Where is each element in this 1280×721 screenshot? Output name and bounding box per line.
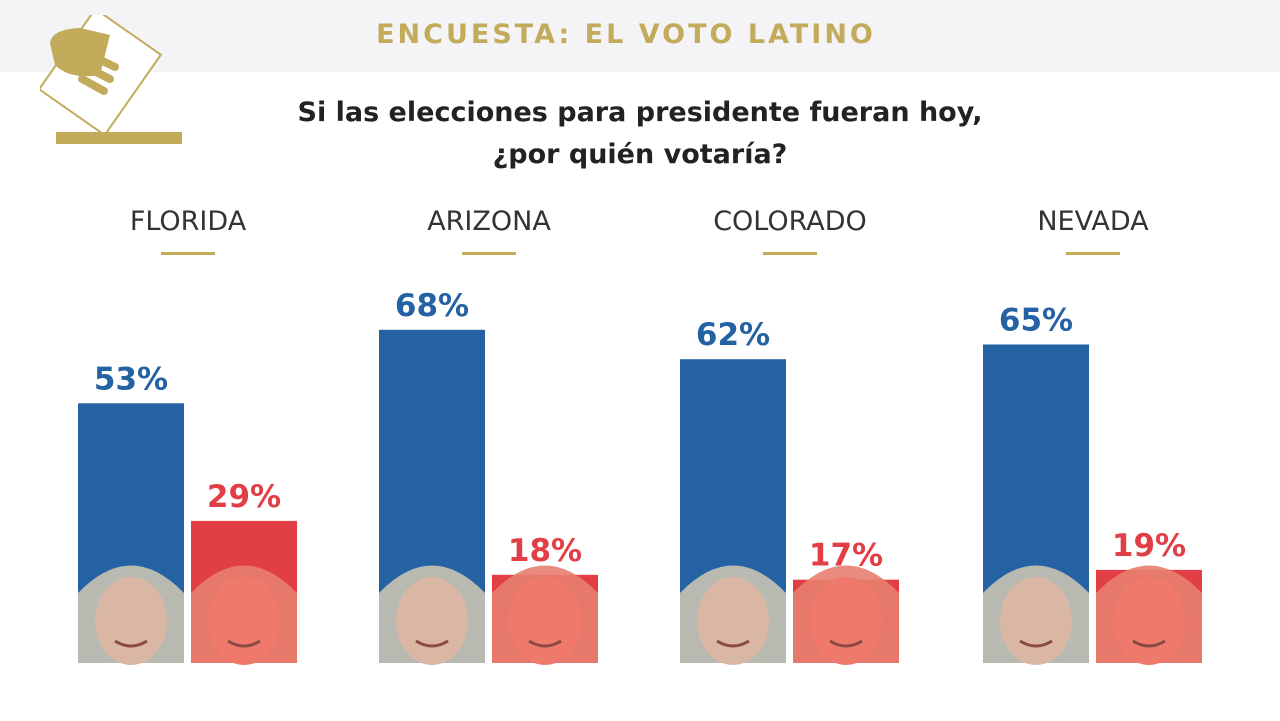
question-line-2: ¿por quién votaría? (492, 139, 788, 170)
candidate-photo-red (793, 565, 899, 665)
candidate-photo-red (191, 565, 297, 665)
candidate-photo-red (492, 565, 598, 665)
state-underline (462, 252, 516, 255)
header-title: ENCUESTA: EL VOTO LATINO (376, 19, 876, 50)
state-label: FLORIDA (129, 206, 247, 237)
data-label: 68% (395, 288, 469, 324)
data-label: 65% (999, 303, 1073, 339)
data-label: 53% (94, 361, 168, 397)
state-underline (763, 252, 817, 255)
candidate-photo-blue (983, 565, 1089, 665)
state-label: COLORADO (713, 206, 867, 237)
data-label: 17% (809, 538, 883, 574)
candidate-photo-blue (379, 565, 485, 665)
question-line-1: Si las elecciones para presidente fueran… (297, 97, 983, 128)
data-label: 29% (207, 479, 281, 515)
data-label: 19% (1112, 528, 1186, 564)
ballot-box-icon (40, 15, 182, 144)
candidate-photo-red (1096, 565, 1202, 665)
data-label: 62% (696, 317, 770, 353)
candidate-photo-blue (78, 565, 184, 665)
state-underline (1066, 252, 1120, 255)
chart-question: Si las elecciones para presidente fueran… (240, 92, 1040, 176)
state-label: ARIZONA (427, 206, 551, 237)
state-underline (161, 252, 215, 255)
data-label: 18% (508, 533, 582, 569)
state-label: NEVADA (1037, 206, 1149, 237)
candidate-photo-blue (680, 565, 786, 665)
header-bar (0, 0, 1280, 72)
